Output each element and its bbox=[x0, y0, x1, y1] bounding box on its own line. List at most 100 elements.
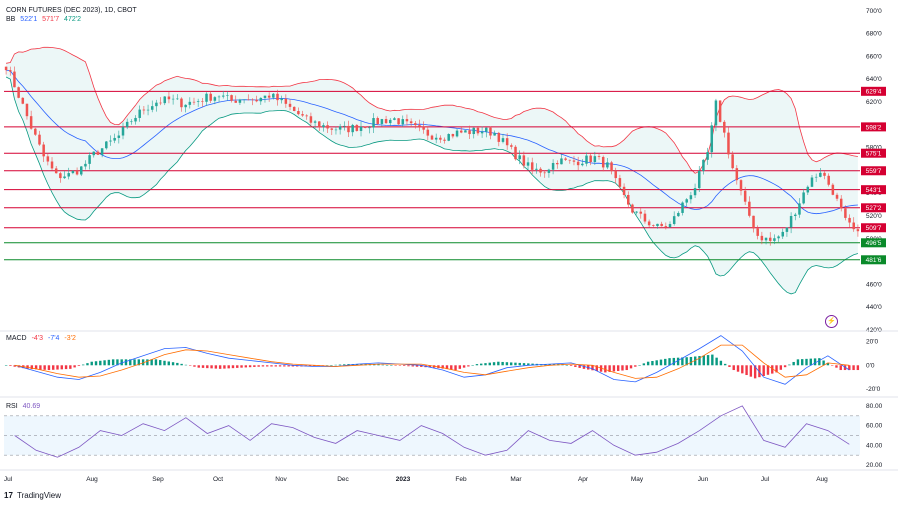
candle-body bbox=[401, 119, 405, 125]
candle bbox=[794, 212, 797, 221]
candle-body bbox=[255, 99, 258, 102]
candle-body bbox=[852, 222, 855, 230]
macd-histogram-bar bbox=[377, 364, 380, 366]
candle-body bbox=[326, 125, 329, 129]
candle bbox=[267, 92, 271, 102]
macd-histogram-bar bbox=[120, 359, 123, 366]
candle bbox=[535, 163, 538, 174]
candle bbox=[42, 141, 45, 163]
macd-histogram-bar bbox=[441, 365, 444, 369]
level-tag bbox=[861, 185, 886, 195]
candle bbox=[29, 110, 33, 130]
candle bbox=[430, 134, 434, 140]
candle bbox=[677, 211, 680, 217]
x-tick-label: Sep bbox=[152, 476, 164, 483]
candle bbox=[414, 120, 417, 129]
candle bbox=[530, 157, 534, 175]
macd-histogram-bar bbox=[848, 365, 851, 371]
candle bbox=[647, 219, 651, 228]
candle-body bbox=[514, 146, 517, 160]
bb-basis-value: 522'1 bbox=[20, 16, 38, 23]
candle bbox=[723, 120, 726, 138]
rsi-y-tick-label: 60.00 bbox=[866, 423, 883, 430]
macd-histogram-bar bbox=[107, 359, 111, 366]
candle-body bbox=[806, 186, 810, 193]
candle bbox=[376, 116, 379, 126]
candle bbox=[831, 183, 835, 196]
candle bbox=[318, 121, 321, 132]
macd-histogram-bar bbox=[685, 357, 688, 366]
macd-histogram-bar bbox=[150, 359, 153, 366]
candle-body bbox=[167, 96, 171, 100]
tradingview-brand[interactable]: 17 TradingView bbox=[4, 491, 61, 500]
x-tick-label: Nov bbox=[275, 476, 287, 483]
macd-histogram-bar bbox=[69, 365, 72, 369]
macd-histogram-bar bbox=[338, 364, 342, 366]
macd-histogram-bar bbox=[715, 357, 718, 366]
tradingview-logo: 17 bbox=[4, 491, 13, 500]
candle bbox=[334, 126, 338, 135]
candle bbox=[485, 127, 488, 138]
candle bbox=[622, 183, 626, 199]
macd-histogram-bar bbox=[180, 363, 183, 366]
candle-body bbox=[439, 137, 442, 140]
candle-body bbox=[547, 169, 551, 173]
candle bbox=[572, 155, 576, 166]
candle-body bbox=[130, 121, 133, 123]
candle bbox=[781, 228, 785, 239]
candle bbox=[447, 133, 450, 142]
candle bbox=[176, 94, 179, 100]
candle bbox=[109, 135, 112, 146]
macd-y-tick-label: -20'0 bbox=[866, 386, 881, 393]
level-tag bbox=[861, 166, 886, 176]
macd-histogram-bar bbox=[629, 365, 633, 369]
macd-histogram-bar bbox=[771, 365, 774, 374]
candle bbox=[92, 151, 96, 158]
lightning-icon[interactable]: ⚡ bbox=[825, 315, 838, 328]
candle-body bbox=[614, 170, 617, 179]
macd-label: MACD bbox=[6, 335, 27, 342]
candle bbox=[100, 148, 104, 158]
macd-histogram-bar bbox=[34, 365, 38, 370]
macd-histogram-bar bbox=[822, 360, 825, 366]
macd-histogram-bar bbox=[458, 365, 462, 369]
candle-body bbox=[748, 201, 751, 216]
candle bbox=[856, 224, 860, 237]
x-tick-label: Feb bbox=[455, 476, 467, 483]
macd-histogram-bar bbox=[428, 365, 432, 368]
macd-histogram-bar bbox=[193, 365, 196, 367]
candle-body bbox=[9, 70, 12, 72]
price-pane: 700'0680'0660'0640'0620'0600'0580'0560'0… bbox=[4, 8, 886, 334]
macd-histogram-bar bbox=[698, 356, 701, 366]
macd-histogram-bar bbox=[646, 361, 650, 366]
candle-body bbox=[54, 168, 58, 174]
macd-histogram-bar bbox=[90, 361, 93, 366]
macd-legend: MACD -4'3 -7'4 -3'2 bbox=[6, 334, 79, 343]
candle-body bbox=[234, 100, 237, 103]
candle-body bbox=[844, 208, 847, 218]
level-label: 598'2 bbox=[866, 124, 882, 131]
macd-histogram-bar bbox=[805, 358, 808, 366]
y-tick-label: 640'0 bbox=[866, 76, 882, 83]
macd-histogram-bar bbox=[509, 362, 513, 366]
candle bbox=[468, 125, 471, 140]
macd-histogram-bar bbox=[124, 359, 128, 366]
candle-body bbox=[819, 172, 822, 177]
candle bbox=[363, 126, 367, 129]
symbol-title[interactable]: CORN FUTURES (DEC 2023), 1D, CBOT bbox=[6, 7, 137, 14]
y-tick-label: 680'0 bbox=[866, 31, 882, 38]
macd-histogram-bar bbox=[116, 359, 119, 366]
candle bbox=[196, 98, 200, 107]
candle bbox=[146, 104, 150, 116]
candle bbox=[292, 106, 296, 112]
candle bbox=[247, 94, 250, 101]
candle bbox=[263, 95, 267, 103]
candle bbox=[652, 224, 655, 227]
candle-body bbox=[309, 116, 313, 123]
candle-body bbox=[752, 215, 755, 229]
candle-body bbox=[451, 134, 455, 137]
candle-body bbox=[727, 132, 730, 155]
candle bbox=[393, 116, 396, 121]
candle bbox=[631, 203, 634, 214]
candle-body bbox=[384, 119, 388, 124]
